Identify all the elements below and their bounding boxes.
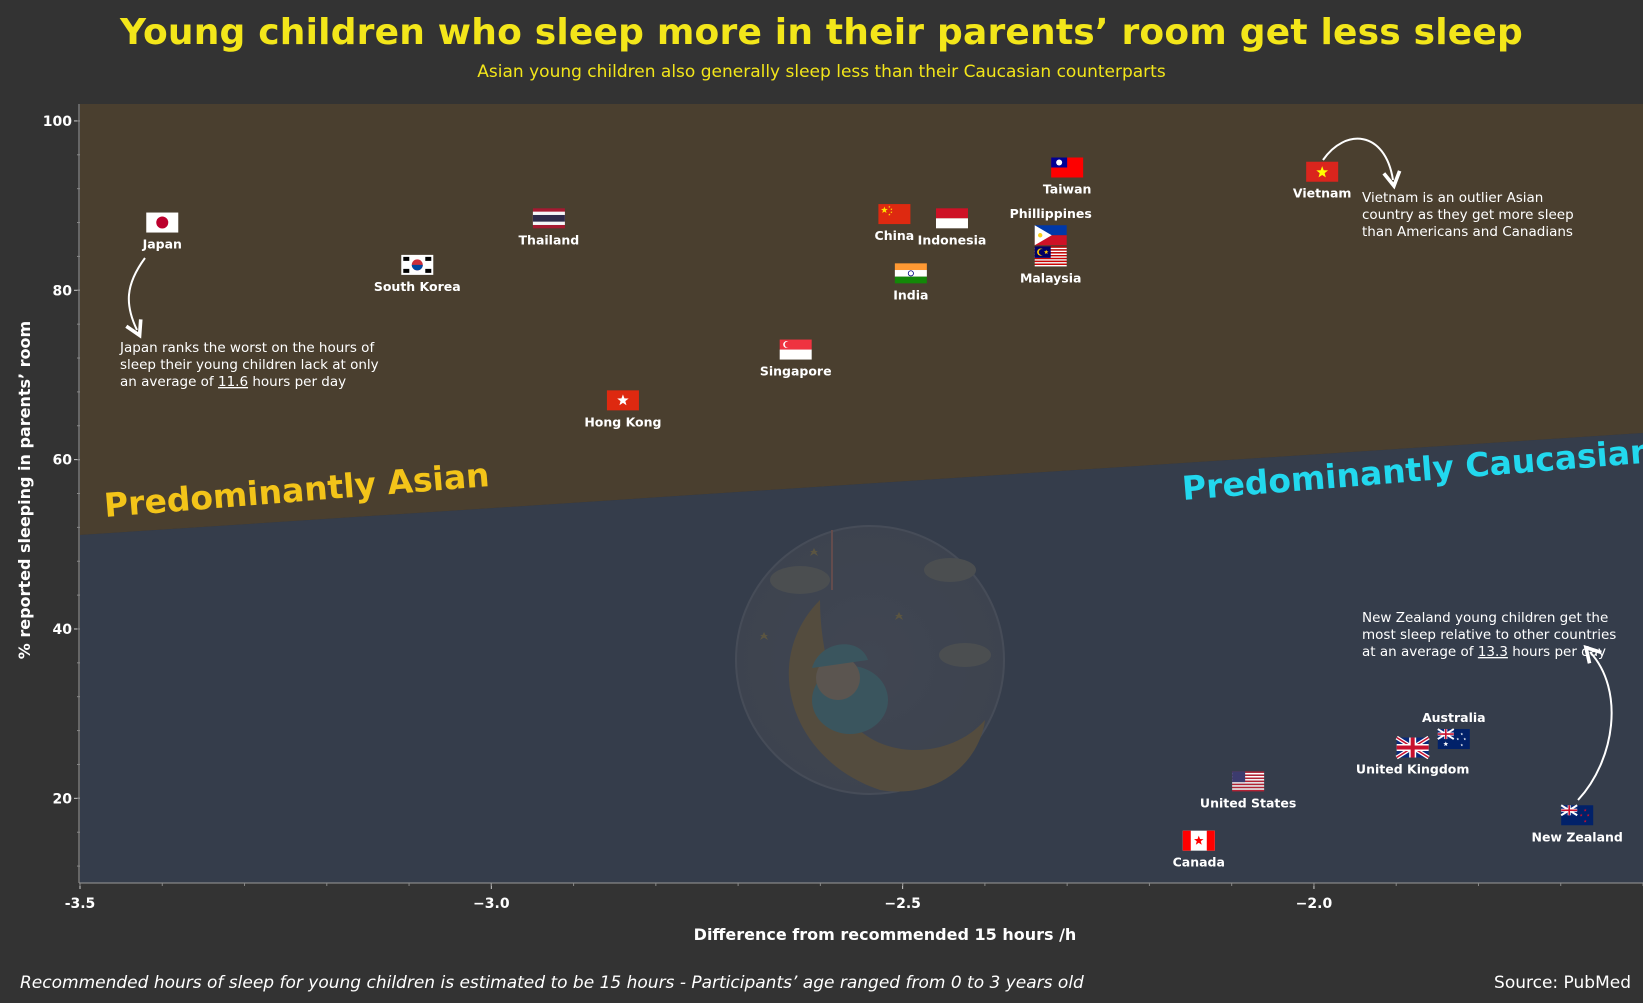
point-label: China	[875, 228, 915, 243]
new-zealand-arrow	[1577, 644, 1613, 801]
y-tick-label: 80	[53, 283, 73, 299]
taiwan-flag-icon	[1051, 157, 1084, 178]
point-label: United States	[1200, 795, 1296, 810]
y-tick-label: 60	[53, 453, 73, 469]
chart-title: Young children who sleep more in their p…	[119, 12, 1523, 53]
x-tick-label: −3.0	[473, 896, 510, 912]
data-point: Phillippines	[1010, 206, 1092, 246]
vietnam-annotation: Vietnam is an outlier Asian country as t…	[1362, 190, 1574, 240]
x-tick-label: −2.5	[884, 896, 921, 912]
x-tick-label: −2.0	[1296, 896, 1333, 912]
vietnam-arrow	[1322, 137, 1402, 190]
data-point: Thailand	[519, 208, 580, 247]
footnote: Recommended hours of sleep for young chi…	[20, 973, 1084, 993]
data-point: United States	[1200, 771, 1296, 810]
japan-note-tail: hours per day	[248, 374, 346, 390]
x-tick-label: -3.5	[65, 896, 96, 912]
canada-flag-icon	[1182, 830, 1215, 851]
japan-arrow	[125, 257, 146, 339]
point-label: Japan	[142, 237, 182, 252]
nz-note-text: at an average of	[1362, 644, 1478, 660]
point-label: New Zealand	[1531, 829, 1622, 844]
data-points: Japan South Korea Thailand Hong Kong Singapo…	[142, 157, 1623, 870]
nz-note-line-3: at an average of 13.3 hours per day	[1362, 644, 1606, 660]
south-korea-flag-icon	[401, 254, 434, 275]
australia-flag-icon	[1437, 728, 1470, 750]
china-flag-icon	[878, 204, 911, 225]
vietnam-note-line-1: Vietnam is an outlier Asian	[1362, 190, 1543, 206]
point-label: Vietnam	[1293, 186, 1352, 201]
nz-note-value: 13.3	[1478, 644, 1508, 660]
japan-note-line-1: Japan ranks the worst on the hours of	[119, 340, 375, 356]
x-ticks: -3.5 −3.0 −2.5 −2.0	[65, 883, 1643, 912]
chart-subtitle: Asian young children also generally slee…	[477, 62, 1166, 82]
data-point: Indonesia	[918, 208, 987, 247]
uk-flag-icon	[1395, 735, 1430, 760]
point-label: Indonesia	[918, 232, 987, 247]
point-label: Hong Kong	[584, 414, 661, 429]
japan-annotation: Japan ranks the worst on the hours of sl…	[119, 340, 379, 390]
nz-note-tail: hours per day	[1508, 644, 1606, 660]
point-label: South Korea	[374, 279, 461, 294]
singapore-flag-icon	[779, 339, 812, 360]
nz-note-line-1: New Zealand young children get the	[1362, 610, 1608, 626]
point-label: Malaysia	[1020, 270, 1082, 285]
point-label: India	[893, 287, 928, 302]
philippines-flag-icon	[1034, 225, 1067, 246]
data-point: Canada	[1173, 830, 1225, 870]
point-label: Taiwan	[1043, 182, 1092, 197]
x-axis-title: Difference from recommended 15 hours /h	[694, 925, 1077, 944]
data-point: South Korea	[374, 254, 461, 294]
y-axis-title: % reported sleeping in parents’ room	[15, 321, 34, 659]
data-point: Japan	[142, 212, 182, 252]
new-zealand-annotation: New Zealand young children get the most …	[1362, 610, 1616, 660]
data-point: Hong Kong	[584, 390, 662, 429]
y-ticks: 20 40 60 80 100	[43, 114, 80, 867]
point-label: Canada	[1173, 855, 1225, 870]
source-credit: Source: PubMed	[1494, 973, 1631, 993]
data-point: Vietnam	[1293, 161, 1352, 201]
nz-note-line-2: most sleep relative to other countries	[1362, 627, 1616, 643]
indonesia-flag-icon	[935, 208, 968, 229]
vietnam-note-line-3: than Americans and Canadians	[1362, 224, 1573, 240]
point-label: Thailand	[519, 232, 580, 247]
y-tick-label: 20	[53, 791, 73, 807]
new-zealand-flag-icon	[1560, 804, 1594, 826]
point-label: United Kingdom	[1356, 762, 1469, 777]
data-point: United Kingdom	[1356, 735, 1469, 777]
vietnam-note-line-2: country as they get more sleep	[1362, 207, 1574, 223]
vietnam-flag-icon	[1306, 161, 1339, 182]
y-tick-label: 100	[43, 114, 72, 130]
point-label: Singapore	[760, 364, 832, 379]
india-flag-icon	[894, 263, 927, 284]
thailand-flag-icon	[532, 208, 565, 229]
japan-note-value: 11.6	[218, 374, 248, 390]
malaysia-flag-icon	[1034, 246, 1067, 267]
asian-region	[80, 104, 1643, 535]
data-point: China	[875, 204, 915, 243]
hong-kong-flag-icon	[606, 390, 639, 411]
japan-flag-icon	[146, 212, 179, 233]
data-point: Malaysia	[1020, 246, 1082, 285]
us-flag-icon	[1232, 771, 1265, 792]
point-label: Phillippines	[1010, 206, 1092, 221]
data-point: New Zealand	[1531, 804, 1623, 844]
point-label: Australia	[1422, 710, 1486, 725]
moon-illustration	[735, 525, 1005, 795]
japan-note-line-3: an average of 11.6 hours per day	[120, 374, 346, 390]
japan-note-line-2: sleep their young children lack at only	[120, 357, 379, 373]
data-point: India	[893, 263, 928, 302]
y-tick-label: 40	[53, 622, 73, 638]
data-point: Taiwan	[1043, 157, 1092, 197]
data-point: Australia	[1422, 710, 1486, 750]
japan-note-text: an average of	[120, 374, 218, 390]
data-point: Singapore	[760, 339, 832, 379]
